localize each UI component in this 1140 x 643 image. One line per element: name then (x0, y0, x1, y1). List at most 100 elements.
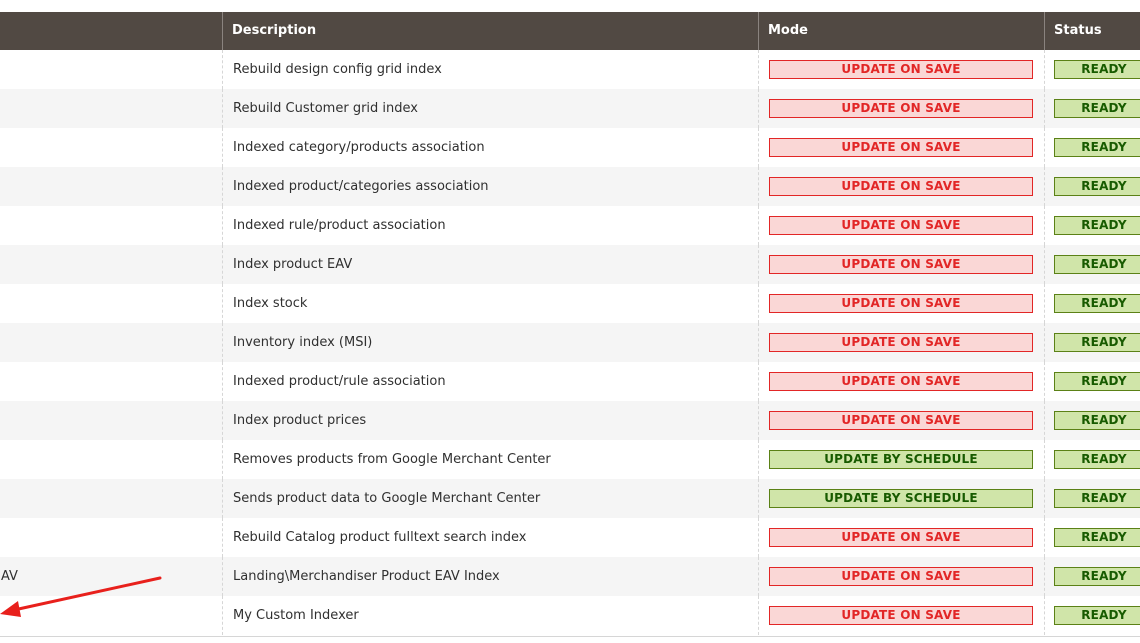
mode-badge: UPDATE ON SAVE (769, 567, 1033, 586)
cell-divider (758, 128, 759, 167)
cell-divider (758, 245, 759, 284)
cell-divider (758, 89, 759, 128)
cell-divider (222, 518, 223, 557)
cell-divider (1044, 206, 1045, 245)
mode-badge: UPDATE ON SAVE (769, 60, 1033, 79)
table-row[interactable]: Rebuild design config grid index UPDATE O… (0, 50, 1140, 89)
status-badge: READY (1054, 606, 1140, 625)
mode-badge: UPDATE BY SCHEDULE (769, 450, 1033, 469)
mode-badge: UPDATE ON SAVE (769, 528, 1033, 547)
status-badge: READY (1054, 255, 1140, 274)
status-badge: READY (1054, 177, 1140, 196)
cell-divider (758, 362, 759, 401)
mode-badge: UPDATE ON SAVE (769, 138, 1033, 157)
indexer-title-cell (0, 167, 222, 206)
status-badge: READY (1054, 294, 1140, 313)
table-row[interactable]: Indexed product/categories association UP… (0, 167, 1140, 206)
cell-divider (222, 557, 223, 596)
description-cell: My Custom Indexer (233, 608, 359, 623)
grid-header: Description Mode Status (0, 12, 1140, 50)
table-row[interactable]: Index stock UPDATE ON SAVE READY (0, 284, 1140, 323)
cell-divider (1044, 518, 1045, 557)
mode-cell: UPDATE ON SAVE (758, 50, 1044, 89)
table-row[interactable]: Removes products from Google Merchant Ce… (0, 440, 1140, 479)
status-cell: READY (1044, 440, 1140, 479)
status-cell: READY (1044, 284, 1140, 323)
column-separator (758, 12, 759, 50)
mode-cell: UPDATE ON SAVE (758, 323, 1044, 362)
mode-cell: UPDATE BY SCHEDULE (758, 440, 1044, 479)
cell-divider (222, 596, 223, 635)
table-row[interactable]: Indexed category/products association UPD… (0, 128, 1140, 167)
cell-divider (222, 128, 223, 167)
table-row[interactable]: Rebuild Customer grid index UPDATE ON SAV… (0, 89, 1140, 128)
cell-divider (222, 206, 223, 245)
cell-divider (758, 401, 759, 440)
column-header-mode[interactable]: Mode (768, 23, 808, 38)
cell-divider (1044, 50, 1045, 89)
indexer-title-cell (0, 245, 222, 284)
status-badge: READY (1054, 450, 1140, 469)
mode-cell: UPDATE ON SAVE (758, 401, 1044, 440)
cell-divider (222, 362, 223, 401)
cell-divider (222, 167, 223, 206)
table-row[interactable]: My Custom Indexer UPDATE ON SAVE READY (0, 596, 1140, 635)
status-badge: READY (1054, 528, 1140, 547)
status-cell: READY (1044, 557, 1140, 596)
cell-divider (758, 206, 759, 245)
cell-divider (222, 479, 223, 518)
table-row[interactable]: Rebuild Catalog product fulltext search … (0, 518, 1140, 557)
mode-badge: UPDATE ON SAVE (769, 294, 1033, 313)
mode-badge: UPDATE ON SAVE (769, 216, 1033, 235)
status-cell: READY (1044, 596, 1140, 635)
mode-badge: UPDATE ON SAVE (769, 606, 1033, 625)
grid-bottom-border (0, 636, 1140, 637)
description-cell: Removes products from Google Merchant Ce… (233, 452, 551, 467)
cell-divider (1044, 479, 1045, 518)
indexer-title-cell (0, 128, 222, 167)
grid-body: Rebuild design config grid index UPDATE O… (0, 50, 1140, 635)
mode-cell: UPDATE ON SAVE (758, 284, 1044, 323)
description-cell: Index product prices (233, 413, 367, 428)
status-cell: READY (1044, 401, 1140, 440)
column-header-indexer[interactable] (0, 12, 222, 50)
cell-divider (758, 479, 759, 518)
status-badge: READY (1054, 138, 1140, 157)
indexer-title-cell (0, 206, 222, 245)
mode-badge: UPDATE ON SAVE (769, 99, 1033, 118)
status-badge: READY (1054, 411, 1140, 430)
cell-divider (1044, 401, 1045, 440)
description-cell: Sends product data to Google Merchant Ce… (233, 491, 541, 506)
status-badge: READY (1054, 567, 1140, 586)
column-separator (222, 12, 223, 50)
cell-divider (222, 323, 223, 362)
column-header-description[interactable]: Description (232, 23, 317, 38)
status-cell: READY (1044, 245, 1140, 284)
cell-divider (1044, 245, 1045, 284)
description-cell: Indexed product/rule association (233, 374, 446, 389)
table-row[interactable]: Index product prices UPDATE ON SAVE READY (0, 401, 1140, 440)
description-cell: Index product EAV (233, 257, 353, 272)
cell-divider (758, 167, 759, 206)
indexer-title-cell (0, 479, 222, 518)
description-cell: Indexed category/products association (233, 140, 485, 155)
table-row[interactable]: Indexed rule/product association UPDATE O… (0, 206, 1140, 245)
column-header-status[interactable]: Status (1054, 23, 1102, 38)
table-row[interactable]: Indexed product/rule association UPDATE O… (0, 362, 1140, 401)
table-row[interactable]: Sends product data to Google Merchant Ce… (0, 479, 1140, 518)
description-cell: Landing\Merchandiser Product EAV Index (233, 569, 500, 584)
table-row[interactable]: Index product EAV UPDATE ON SAVE READY (0, 245, 1140, 284)
cell-divider (1044, 440, 1045, 479)
description-cell: Rebuild Catalog product fulltext search … (233, 530, 527, 545)
cell-divider (1044, 284, 1045, 323)
cell-divider (222, 440, 223, 479)
table-row[interactable]: AV Landing\Merchandiser Product EAV Index… (0, 557, 1140, 596)
cell-divider (758, 518, 759, 557)
cell-divider (222, 245, 223, 284)
cell-divider (758, 557, 759, 596)
table-row[interactable]: Inventory index (MSI) UPDATE ON SAVE READY (0, 323, 1140, 362)
indexer-title-cell (0, 284, 222, 323)
cell-divider (758, 596, 759, 635)
mode-badge: UPDATE ON SAVE (769, 333, 1033, 352)
status-badge: READY (1054, 60, 1140, 79)
